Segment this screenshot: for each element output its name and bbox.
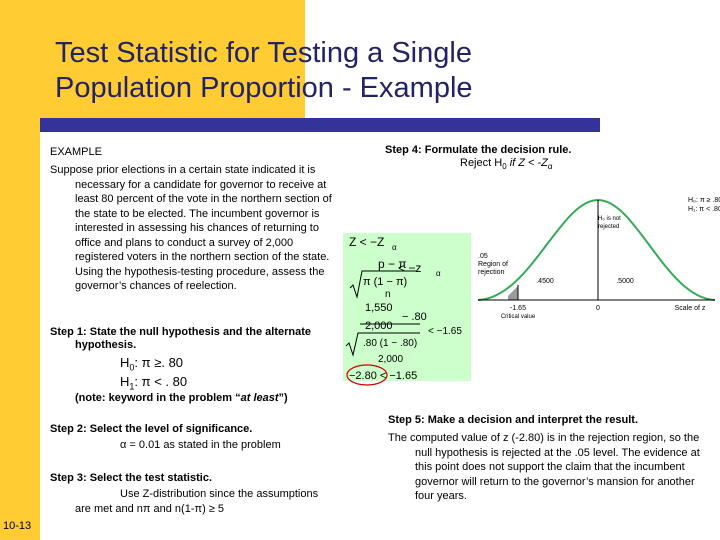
formula-part: α (392, 243, 397, 252)
rule-sub: 0 (502, 162, 507, 172)
step3-text: Use Z-distribution since the assumptions… (75, 488, 319, 515)
formula-part: π (1 − π) (363, 276, 407, 288)
h1-sub: 1 (129, 381, 135, 392)
figure-label: H₀: π ≥ .80 (688, 197, 720, 204)
formula-part: 1,550 (365, 302, 393, 314)
example-text: Suppose prior elections in a certain sta… (50, 164, 332, 292)
step5-text: The computed value of z (-2.80) is in th… (388, 432, 700, 502)
page-number: 10-13 (3, 520, 32, 532)
step2-heading: Step 2: Select the level of significance… (50, 423, 253, 435)
figure-label: .4500 (536, 278, 554, 285)
corner-block (0, 0, 305, 118)
title: Test Statistic for Testing a Single Popu… (55, 37, 473, 104)
figure-label: Scale of z (675, 305, 706, 312)
circle-highlight (346, 364, 388, 386)
step4-heading: Step 4: Formulate the decision rule. (385, 144, 572, 156)
h0: H0: π ≥. 80 (120, 355, 183, 373)
figure-label: rejection (478, 269, 505, 276)
formula-part: 2,000 (378, 354, 403, 365)
formula-part: −2.80 < −1.65 (349, 370, 417, 382)
formula-part: Z < −Z (349, 235, 384, 249)
step2-text: α = 0.01 as stated in the problem (120, 439, 281, 451)
rule-alpha: α (547, 162, 553, 172)
formula-part: < −1.65 (428, 326, 462, 337)
note-start: (note: keyword in the problem “ (75, 392, 241, 404)
note-emphasis: at least (240, 392, 279, 404)
figure-label: rejected (598, 224, 619, 230)
figure-label: .5000 (616, 278, 634, 285)
figure-label: -1.65 (510, 305, 526, 312)
formula-part: .80 (1 − .80) (363, 338, 417, 349)
figure-label: Critical value (501, 314, 536, 320)
h0-sub: 0 (129, 362, 135, 373)
note: (note: keyword in the problem “at least”… (75, 392, 288, 404)
h1-rest: : π < . 80 (134, 374, 188, 389)
rule-start: Reject H (460, 157, 503, 169)
sqrt-sign (345, 332, 420, 357)
example-heading: EXAMPLE (50, 146, 102, 158)
note-end: ”) (278, 392, 288, 404)
h1: H1: π < . 80 (120, 374, 187, 392)
rule-middle: if Z < -Z (506, 157, 548, 169)
formula-part: < −z (398, 261, 421, 275)
h1-symbol: H (120, 374, 130, 389)
formula-part: 2,000 (365, 320, 393, 332)
decision-rule: Reject H0 if Z < -Zα (460, 157, 553, 171)
figure-label: 0 (596, 305, 600, 312)
rejection-area (508, 286, 518, 300)
h0-rest: : π ≥. 80 (134, 355, 184, 370)
formula-box (343, 233, 471, 381)
figure-label: H₁: π < .80 (688, 206, 720, 213)
formula-part: α (436, 269, 441, 278)
sqrt-sign (349, 270, 417, 299)
formula-part: n (385, 289, 391, 300)
figure-label: H₀ is not (598, 216, 621, 222)
title-rule (40, 118, 600, 132)
formula-part: − .80 (402, 311, 427, 323)
figure-label: Region of (478, 261, 508, 268)
normal-curve (477, 198, 716, 301)
step3-heading: Step 3: Select the test statistic. (50, 472, 212, 484)
formula-part: p − π (378, 257, 407, 271)
h0-symbol: H (120, 355, 130, 370)
step5-heading: Step 5: Make a decision and interpret th… (388, 414, 639, 426)
step1-heading: Step 1: State the null hypothesis and th… (50, 326, 311, 351)
figure-label: .05 (478, 253, 488, 260)
